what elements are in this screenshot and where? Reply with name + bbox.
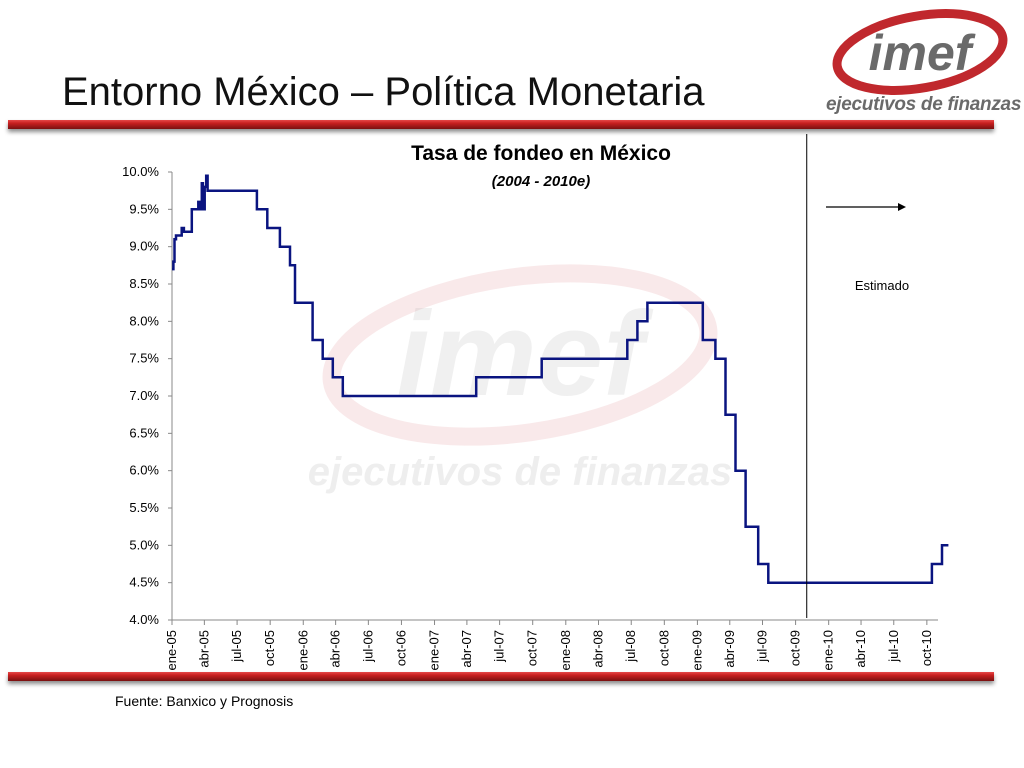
x-tick-label: abr-06	[328, 630, 343, 668]
x-tick-label: ene-08	[558, 630, 573, 670]
series-line	[172, 174, 949, 584]
chart-subtitle: (2004 - 2010e)	[492, 173, 590, 190]
x-tick-label: ene-10	[821, 630, 836, 670]
slide-title: Entorno México – Política Monetaria	[62, 70, 705, 114]
x-tick-label: jul-10	[886, 630, 901, 663]
imef-logo: imef ejecutivos de finanzas	[820, 8, 1022, 120]
y-tick-label: 6.5%	[129, 425, 159, 440]
svg-text:imef: imef	[869, 25, 976, 81]
y-tick-label: 4.0%	[129, 612, 159, 627]
y-tick-label: 9.5%	[129, 201, 159, 216]
x-tick-label: ene-06	[295, 630, 310, 670]
footer-rule	[8, 672, 994, 681]
y-tick-label: 8.5%	[129, 276, 159, 291]
source-note: Fuente: Banxico y Prognosis	[115, 693, 294, 709]
header-rule	[8, 120, 994, 129]
x-tick-label: oct-09	[788, 630, 803, 666]
forecast-arrowhead	[898, 203, 906, 211]
logo-tagline: ejecutivos de finanzas	[826, 94, 1022, 115]
x-tick-label: jul-09	[755, 630, 770, 663]
y-tick-label: 9.0%	[129, 239, 159, 254]
x-tick-label: abr-07	[459, 630, 474, 668]
y-tick-label: 4.5%	[129, 575, 159, 590]
x-tick-label: jul-06	[360, 630, 375, 663]
x-tick-label: oct-08	[656, 630, 671, 666]
x-tick-label: abr-09	[722, 630, 737, 668]
x-tick-label: oct-07	[525, 630, 540, 666]
svg-text:imef: imef	[397, 287, 654, 421]
x-tick-label: abr-10	[853, 630, 868, 668]
x-tick-label: ene-09	[689, 630, 704, 670]
x-tick-label: oct-06	[393, 630, 408, 666]
x-tick-label: oct-10	[919, 630, 934, 666]
x-tick-label: ene-07	[427, 630, 442, 670]
x-tick-label: oct-05	[262, 630, 277, 666]
y-tick-label: 5.0%	[129, 537, 159, 552]
forecast-label: Estimado	[855, 278, 909, 293]
y-tick-label: 10.0%	[122, 164, 159, 179]
y-tick-label: 7.0%	[129, 388, 159, 403]
x-tick-label: ene-05	[164, 630, 179, 670]
watermark-logo: imef ejecutivos de finanzas	[300, 255, 740, 515]
y-tick-label: 8.0%	[129, 313, 159, 328]
watermark-tagline: ejecutivos de finanzas	[307, 450, 733, 494]
x-tick-label: jul-07	[492, 630, 507, 663]
chart-title: Tasa de fondeo en México	[411, 142, 671, 165]
x-tick-label: jul-05	[229, 630, 244, 663]
x-tick-label: abr-08	[591, 630, 606, 668]
x-tick-label: abr-05	[196, 630, 211, 668]
y-tick-label: 7.5%	[129, 351, 159, 366]
x-tick-label: jul-08	[623, 630, 638, 663]
y-tick-label: 5.5%	[129, 500, 159, 515]
y-tick-label: 6.0%	[129, 463, 159, 478]
